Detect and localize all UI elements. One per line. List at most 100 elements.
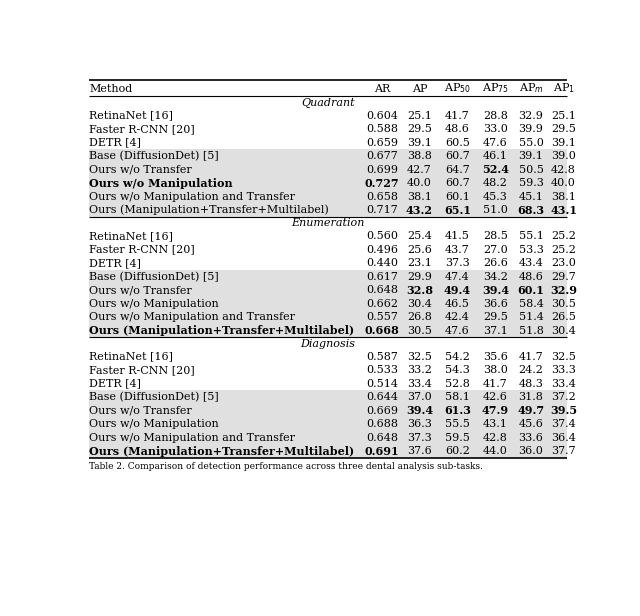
Text: 52.4: 52.4 (482, 164, 509, 175)
Text: 39.9: 39.9 (518, 124, 543, 134)
Text: 51.4: 51.4 (518, 312, 543, 322)
Text: Faster R-CNN [20]: Faster R-CNN [20] (90, 245, 195, 254)
Text: 42.6: 42.6 (483, 392, 508, 402)
Text: 25.1: 25.1 (407, 111, 432, 121)
Text: Table 2. Comparison of detection performance across three dental analysis sub-ta: Table 2. Comparison of detection perform… (90, 463, 483, 471)
Text: 46.1: 46.1 (483, 151, 508, 161)
Text: Ours w/o Transfer: Ours w/o Transfer (90, 405, 192, 416)
Text: 43.2: 43.2 (406, 205, 433, 216)
Text: 46.5: 46.5 (445, 299, 470, 309)
Bar (90, 283, 566, 297)
Text: 39.4: 39.4 (482, 285, 509, 296)
Text: 61.3: 61.3 (444, 405, 471, 416)
Text: Ours w/o Manipulation and Transfer: Ours w/o Manipulation and Transfer (90, 312, 295, 322)
Text: Ours w/o Transfer: Ours w/o Transfer (90, 285, 192, 295)
Text: DETR [4]: DETR [4] (90, 258, 141, 268)
Bar (90, 310, 566, 324)
Text: 48.3: 48.3 (518, 379, 543, 389)
Text: 39.4: 39.4 (406, 405, 433, 416)
Text: 60.1: 60.1 (445, 192, 470, 201)
Text: 30.4: 30.4 (551, 325, 576, 336)
Text: 43.1: 43.1 (483, 419, 508, 429)
Text: 48.6: 48.6 (518, 272, 543, 282)
Text: 45.6: 45.6 (518, 419, 543, 429)
Text: 37.6: 37.6 (407, 446, 432, 456)
Text: 39.1: 39.1 (407, 137, 432, 148)
Text: 36.0: 36.0 (518, 446, 543, 456)
Text: 31.8: 31.8 (518, 392, 543, 402)
Text: 29.5: 29.5 (551, 124, 576, 134)
Text: 27.0: 27.0 (483, 245, 508, 254)
Text: 42.8: 42.8 (483, 432, 508, 442)
Text: Ours w/o Manipulation and Transfer: Ours w/o Manipulation and Transfer (90, 192, 295, 201)
Text: Base (DiffusionDet) [5]: Base (DiffusionDet) [5] (90, 272, 219, 282)
Text: 32.9: 32.9 (518, 111, 543, 121)
Text: 33.4: 33.4 (407, 379, 432, 389)
Text: 26.5: 26.5 (551, 312, 576, 322)
Text: Ours w/o Manipulation and Transfer: Ours w/o Manipulation and Transfer (90, 432, 295, 442)
Bar (90, 417, 566, 431)
Text: 39.5: 39.5 (550, 405, 577, 416)
Text: 23.1: 23.1 (407, 258, 432, 268)
Text: 41.7: 41.7 (518, 352, 543, 362)
Text: 42.8: 42.8 (551, 164, 576, 174)
Bar (90, 190, 566, 203)
Text: 59.5: 59.5 (445, 432, 470, 442)
Text: 0.588: 0.588 (366, 124, 398, 134)
Text: 47.4: 47.4 (445, 272, 470, 282)
Text: 48.6: 48.6 (445, 124, 470, 134)
Text: 33.6: 33.6 (518, 432, 543, 442)
Text: 0.440: 0.440 (366, 258, 398, 268)
Text: AR: AR (374, 84, 390, 94)
Bar (90, 404, 566, 417)
Text: 40.0: 40.0 (407, 178, 432, 188)
Text: 30.5: 30.5 (551, 299, 576, 309)
Text: AP: AP (412, 84, 428, 94)
Text: 0.717: 0.717 (366, 205, 398, 215)
Text: 36.4: 36.4 (551, 432, 576, 442)
Text: 25.2: 25.2 (551, 245, 576, 254)
Text: 47.6: 47.6 (445, 325, 470, 336)
Text: 37.3: 37.3 (445, 258, 470, 268)
Text: Base (DiffusionDet) [5]: Base (DiffusionDet) [5] (90, 151, 219, 161)
Text: 37.1: 37.1 (483, 325, 508, 336)
Text: 38.0: 38.0 (483, 365, 508, 375)
Text: 59.3: 59.3 (518, 178, 543, 188)
Text: Method: Method (90, 84, 132, 94)
Text: 25.4: 25.4 (407, 231, 432, 241)
Bar (90, 163, 566, 176)
Text: 39.0: 39.0 (551, 151, 576, 161)
Text: 0.560: 0.560 (366, 231, 398, 241)
Text: 49.4: 49.4 (444, 285, 471, 296)
Text: 38.8: 38.8 (407, 151, 432, 161)
Text: 30.4: 30.4 (407, 299, 432, 309)
Text: 0.727: 0.727 (365, 177, 399, 188)
Text: 55.1: 55.1 (518, 231, 543, 241)
Text: 0.662: 0.662 (366, 299, 398, 309)
Bar (90, 444, 566, 458)
Bar (90, 431, 566, 444)
Text: Ours (Manipulation+Transfer+Multilabel): Ours (Manipulation+Transfer+Multilabel) (90, 445, 355, 456)
Text: DETR [4]: DETR [4] (90, 137, 141, 148)
Text: 52.8: 52.8 (445, 379, 470, 389)
Text: Ours w/o Manipulation: Ours w/o Manipulation (90, 299, 219, 309)
Text: 26.6: 26.6 (483, 258, 508, 268)
Text: 39.1: 39.1 (518, 151, 543, 161)
Text: 29.7: 29.7 (551, 272, 576, 282)
Text: 42.4: 42.4 (445, 312, 470, 322)
Text: 0.648: 0.648 (366, 285, 398, 295)
Text: 37.3: 37.3 (407, 432, 432, 442)
Text: 28.5: 28.5 (483, 231, 508, 241)
Text: 33.4: 33.4 (551, 379, 576, 389)
Text: 0.648: 0.648 (366, 432, 398, 442)
Text: 0.496: 0.496 (366, 245, 398, 254)
Text: RetinaNet [16]: RetinaNet [16] (90, 352, 173, 362)
Text: Ours (Manipulation+Transfer+Multilabel): Ours (Manipulation+Transfer+Multilabel) (90, 205, 329, 216)
Text: 0.617: 0.617 (366, 272, 398, 282)
Text: 24.2: 24.2 (518, 365, 543, 375)
Text: Diagnosis: Diagnosis (301, 339, 355, 349)
Text: Faster R-CNN [20]: Faster R-CNN [20] (90, 124, 195, 134)
Text: AP$_{m}$: AP$_{m}$ (518, 82, 543, 95)
Text: 0.533: 0.533 (366, 365, 398, 375)
Text: AP$_{50}$: AP$_{50}$ (444, 82, 471, 95)
